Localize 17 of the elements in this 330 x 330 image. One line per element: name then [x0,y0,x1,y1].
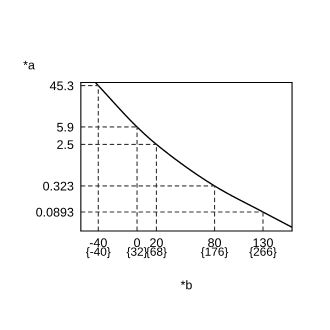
x-tick-label: 20 [150,238,163,248]
x2-tick-label: {176} [200,247,228,258]
x2-tick-label: {32} [126,247,148,258]
x-tick-label: 80 [208,238,222,248]
x2-tick-label: {266} [249,247,277,258]
x-axis-title: *b [180,280,192,290]
x2-tick-label: {68} [146,247,167,258]
y-tick-label: 5.9 [57,122,74,132]
x-tick-label: -40 [90,238,107,248]
y-axis-title: *a [23,60,35,70]
y-tick-label: 2.5 [57,140,74,150]
x-tick-label: 0 [134,238,140,248]
x2-tick-label: {-40} [86,247,111,258]
y-tick-label: 45.3 [50,81,74,90]
y-tick-label: 0.0893 [36,208,74,217]
y-tick-label: 0.323 [43,182,74,191]
x-tick-label: 130 [254,238,273,248]
